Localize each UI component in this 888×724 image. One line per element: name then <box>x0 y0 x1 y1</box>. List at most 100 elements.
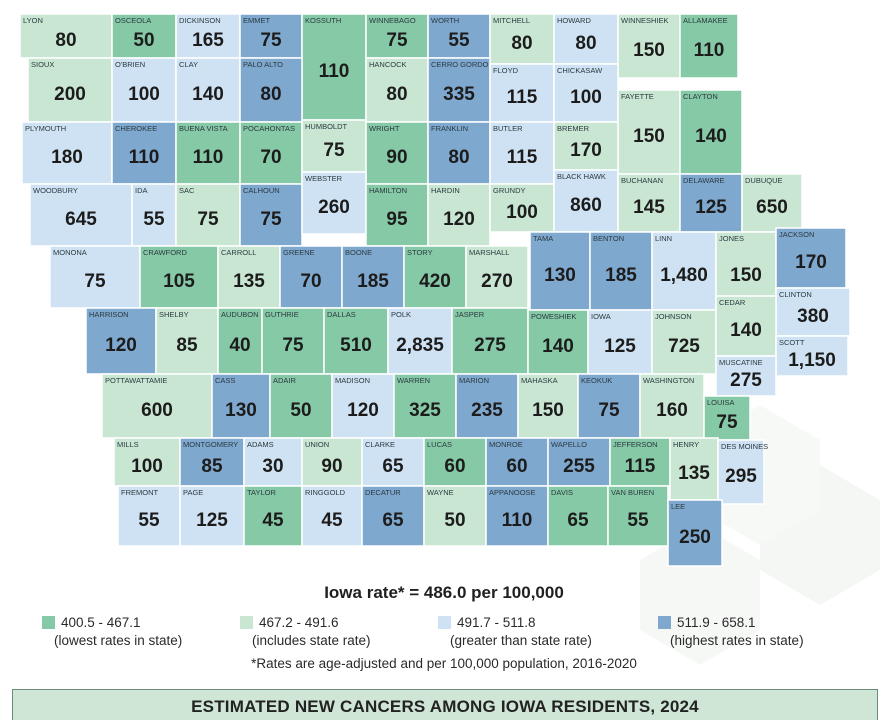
county-estimate-value: 90 <box>321 456 342 477</box>
county-shape <box>217 307 263 375</box>
county-shape <box>775 287 851 337</box>
legend-item-lowest: 400.5 - 467.1 (lowest rates in state) <box>42 614 182 650</box>
county-estimate-value: 145 <box>633 197 665 218</box>
county-wayne: WAYNE 50 <box>423 485 487 547</box>
county-hancock: HANCOCK 80 <box>365 57 429 123</box>
county-name-label: MARSHALL <box>469 248 509 257</box>
county-winnebago: WINNEBAGO 75 <box>365 13 429 59</box>
county-name-label: CHICKASAW <box>557 66 603 75</box>
county-name-label: POWESHIEK <box>531 312 576 321</box>
county-worth: WORTH 55 <box>427 13 491 59</box>
county-name-label: LUCAS <box>427 440 452 449</box>
county-estimate-value: 860 <box>570 195 602 216</box>
county-name-label: FAYETTE <box>621 92 654 101</box>
legend-desc-greater: (greater than state rate) <box>450 633 592 648</box>
county-estimate-value: 275 <box>730 370 762 391</box>
county-shape <box>301 119 367 173</box>
county-des-moines: DES MOINES 295 <box>717 439 768 505</box>
county-marshall: MARSHALL 270 <box>465 245 529 309</box>
county-shape <box>211 373 271 439</box>
county-palo-alto: PALO ALTO 80 <box>239 57 303 123</box>
county-name-label: LINN <box>655 234 672 243</box>
county-name-label: DUBUQUE <box>745 176 783 185</box>
county-name-label: KOSSUTH <box>305 16 341 25</box>
county-estimate-value: 1,480 <box>660 265 708 286</box>
county-union: UNION 90 <box>301 437 363 487</box>
county-estimate-value: 85 <box>201 456 223 477</box>
county-name-label: RINGGOLD <box>305 488 346 497</box>
county-shape <box>529 231 591 311</box>
county-davis: DAVIS 65 <box>547 485 609 547</box>
county-name-label: DECATUR <box>365 488 401 497</box>
county-name-label: HENRY <box>673 440 699 449</box>
county-estimate-value: 60 <box>444 456 465 477</box>
county-estimate-value: 335 <box>443 84 475 105</box>
county-estimate-value: 125 <box>604 336 636 357</box>
county-estimate-value: 60 <box>506 456 527 477</box>
county-shape <box>451 307 529 375</box>
county-name-label: STORY <box>407 248 433 257</box>
county-estimate-value: 45 <box>262 510 284 531</box>
county-estimate-value: 120 <box>443 209 475 230</box>
county-name-label: SAC <box>179 186 195 195</box>
county-johnson: JOHNSON 725 <box>651 309 717 375</box>
county-estimate-value: 130 <box>544 265 576 286</box>
county-name-label: UNION <box>305 440 329 449</box>
state-rate-label: Iowa rate* = 486.0 per 100,000 <box>324 583 564 602</box>
county-estimate-value: 80 <box>260 84 281 105</box>
county-estimate-value: 250 <box>679 527 711 548</box>
county-bremer: BREMER 170 <box>553 121 619 171</box>
county-sac: SAC 75 <box>175 183 241 247</box>
county-ida: IDA 55 <box>131 183 177 247</box>
county-estimate-value: 100 <box>570 87 602 108</box>
county-estimate-value: 120 <box>347 400 379 421</box>
county-adams: ADAMS 30 <box>243 437 303 487</box>
county-name-label: FREMONT <box>121 488 158 497</box>
county-name-label: CLINTON <box>779 290 812 299</box>
county-estimate-value: 380 <box>797 306 829 327</box>
county-name-label: JACKSON <box>779 230 814 239</box>
county-name-label: HARRISON <box>89 310 129 319</box>
county-mahaska: MAHASKA 150 <box>517 373 579 439</box>
county-name-label: GUTHRIE <box>265 310 299 319</box>
county-name-label: DAVIS <box>551 488 573 497</box>
footnote: *Rates are age-adjusted and per 100,000 … <box>251 656 637 671</box>
county-shape <box>301 171 367 235</box>
county-cass: CASS 130 <box>211 373 271 439</box>
county-osceola: OSCEOLA 50 <box>111 13 177 59</box>
legend-desc-lowest: (lowest rates in state) <box>54 633 183 648</box>
county-name-label: ADAMS <box>247 440 274 449</box>
county-emmet: EMMET 75 <box>239 13 303 59</box>
county-harrison: HARRISON 120 <box>85 307 157 375</box>
county-estimate-value: 75 <box>323 140 345 161</box>
county-grundy: GRUNDY 100 <box>489 183 555 233</box>
county-crawford: CRAWFORD 105 <box>139 245 219 309</box>
county-taylor: TAYLOR 45 <box>243 485 303 547</box>
legend-swatch-greater <box>438 616 451 629</box>
county-estimate-value: 55 <box>143 209 165 230</box>
county-estimate-value: 65 <box>382 510 404 531</box>
legend-swatch-includes <box>240 616 253 629</box>
legend-swatch-highest <box>658 616 671 629</box>
legend-item-greater: 491.7 - 511.8 (greater than state rate) <box>438 614 592 650</box>
county-shape <box>679 89 743 175</box>
county-estimate-value: 55 <box>138 510 160 531</box>
county-shape <box>261 307 325 375</box>
county-cherokee: CHEROKEE 110 <box>111 121 177 185</box>
county-shape <box>553 121 619 171</box>
county-louisa: LOUISA 75 <box>703 395 751 441</box>
county-name-label: MAHASKA <box>521 376 558 385</box>
county-estimate-value: 645 <box>65 209 97 230</box>
county-name-label: HARDIN <box>431 186 460 195</box>
county-shape <box>639 373 705 439</box>
county-name-label: CASS <box>215 376 235 385</box>
county-estimate-value: 110 <box>129 147 160 168</box>
county-shape <box>179 485 245 547</box>
county-estimate-value: 510 <box>340 335 372 356</box>
county-name-label: ADAIR <box>273 376 297 385</box>
county-name-label: DICKINSON <box>179 16 221 25</box>
county-estimate-value: 725 <box>668 336 700 357</box>
county-estimate-value: 75 <box>282 335 304 356</box>
county-estimate-value: 1,150 <box>788 350 836 371</box>
county-estimate-value: 600 <box>141 400 173 421</box>
